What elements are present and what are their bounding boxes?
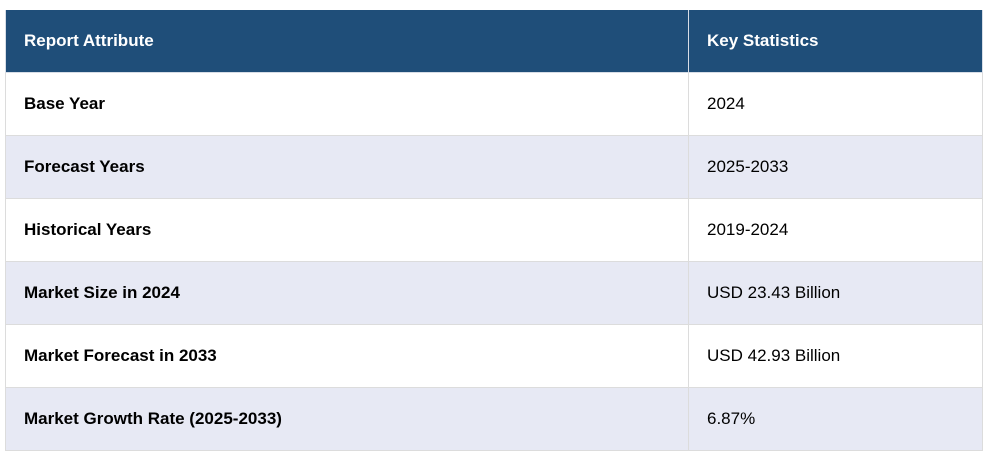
header-report-attribute: Report Attribute — [5, 10, 689, 73]
value-cell: USD 23.43 Billion — [688, 261, 983, 325]
attribute-cell: Base Year — [5, 72, 689, 136]
table-row: Market Growth Rate (2025-2033) 6.87% — [5, 387, 983, 451]
table-row: Base Year 2024 — [5, 72, 983, 136]
value-cell: 6.87% — [688, 387, 983, 451]
value-cell: 2019-2024 — [688, 198, 983, 262]
value-cell: 2024 — [688, 72, 983, 136]
table-body: Base Year 2024 Forecast Years 2025-2033 … — [5, 72, 983, 451]
table-row: Market Size in 2024 USD 23.43 Billion — [5, 261, 983, 325]
attribute-cell: Market Growth Rate (2025-2033) — [5, 387, 689, 451]
table-row: Market Forecast in 2033 USD 42.93 Billio… — [5, 324, 983, 388]
header-key-statistics: Key Statistics — [688, 10, 983, 73]
report-statistics-table: Report Attribute Key Statistics Base Yea… — [5, 10, 983, 451]
attribute-cell: Market Size in 2024 — [5, 261, 689, 325]
value-cell: USD 42.93 Billion — [688, 324, 983, 388]
attribute-cell: Forecast Years — [5, 135, 689, 199]
table-row: Historical Years 2019-2024 — [5, 198, 983, 262]
value-cell: 2025-2033 — [688, 135, 983, 199]
attribute-cell: Market Forecast in 2033 — [5, 324, 689, 388]
table-row: Forecast Years 2025-2033 — [5, 135, 983, 199]
attribute-cell: Historical Years — [5, 198, 689, 262]
table-header: Report Attribute Key Statistics — [5, 10, 983, 73]
header-row: Report Attribute Key Statistics — [5, 10, 983, 73]
